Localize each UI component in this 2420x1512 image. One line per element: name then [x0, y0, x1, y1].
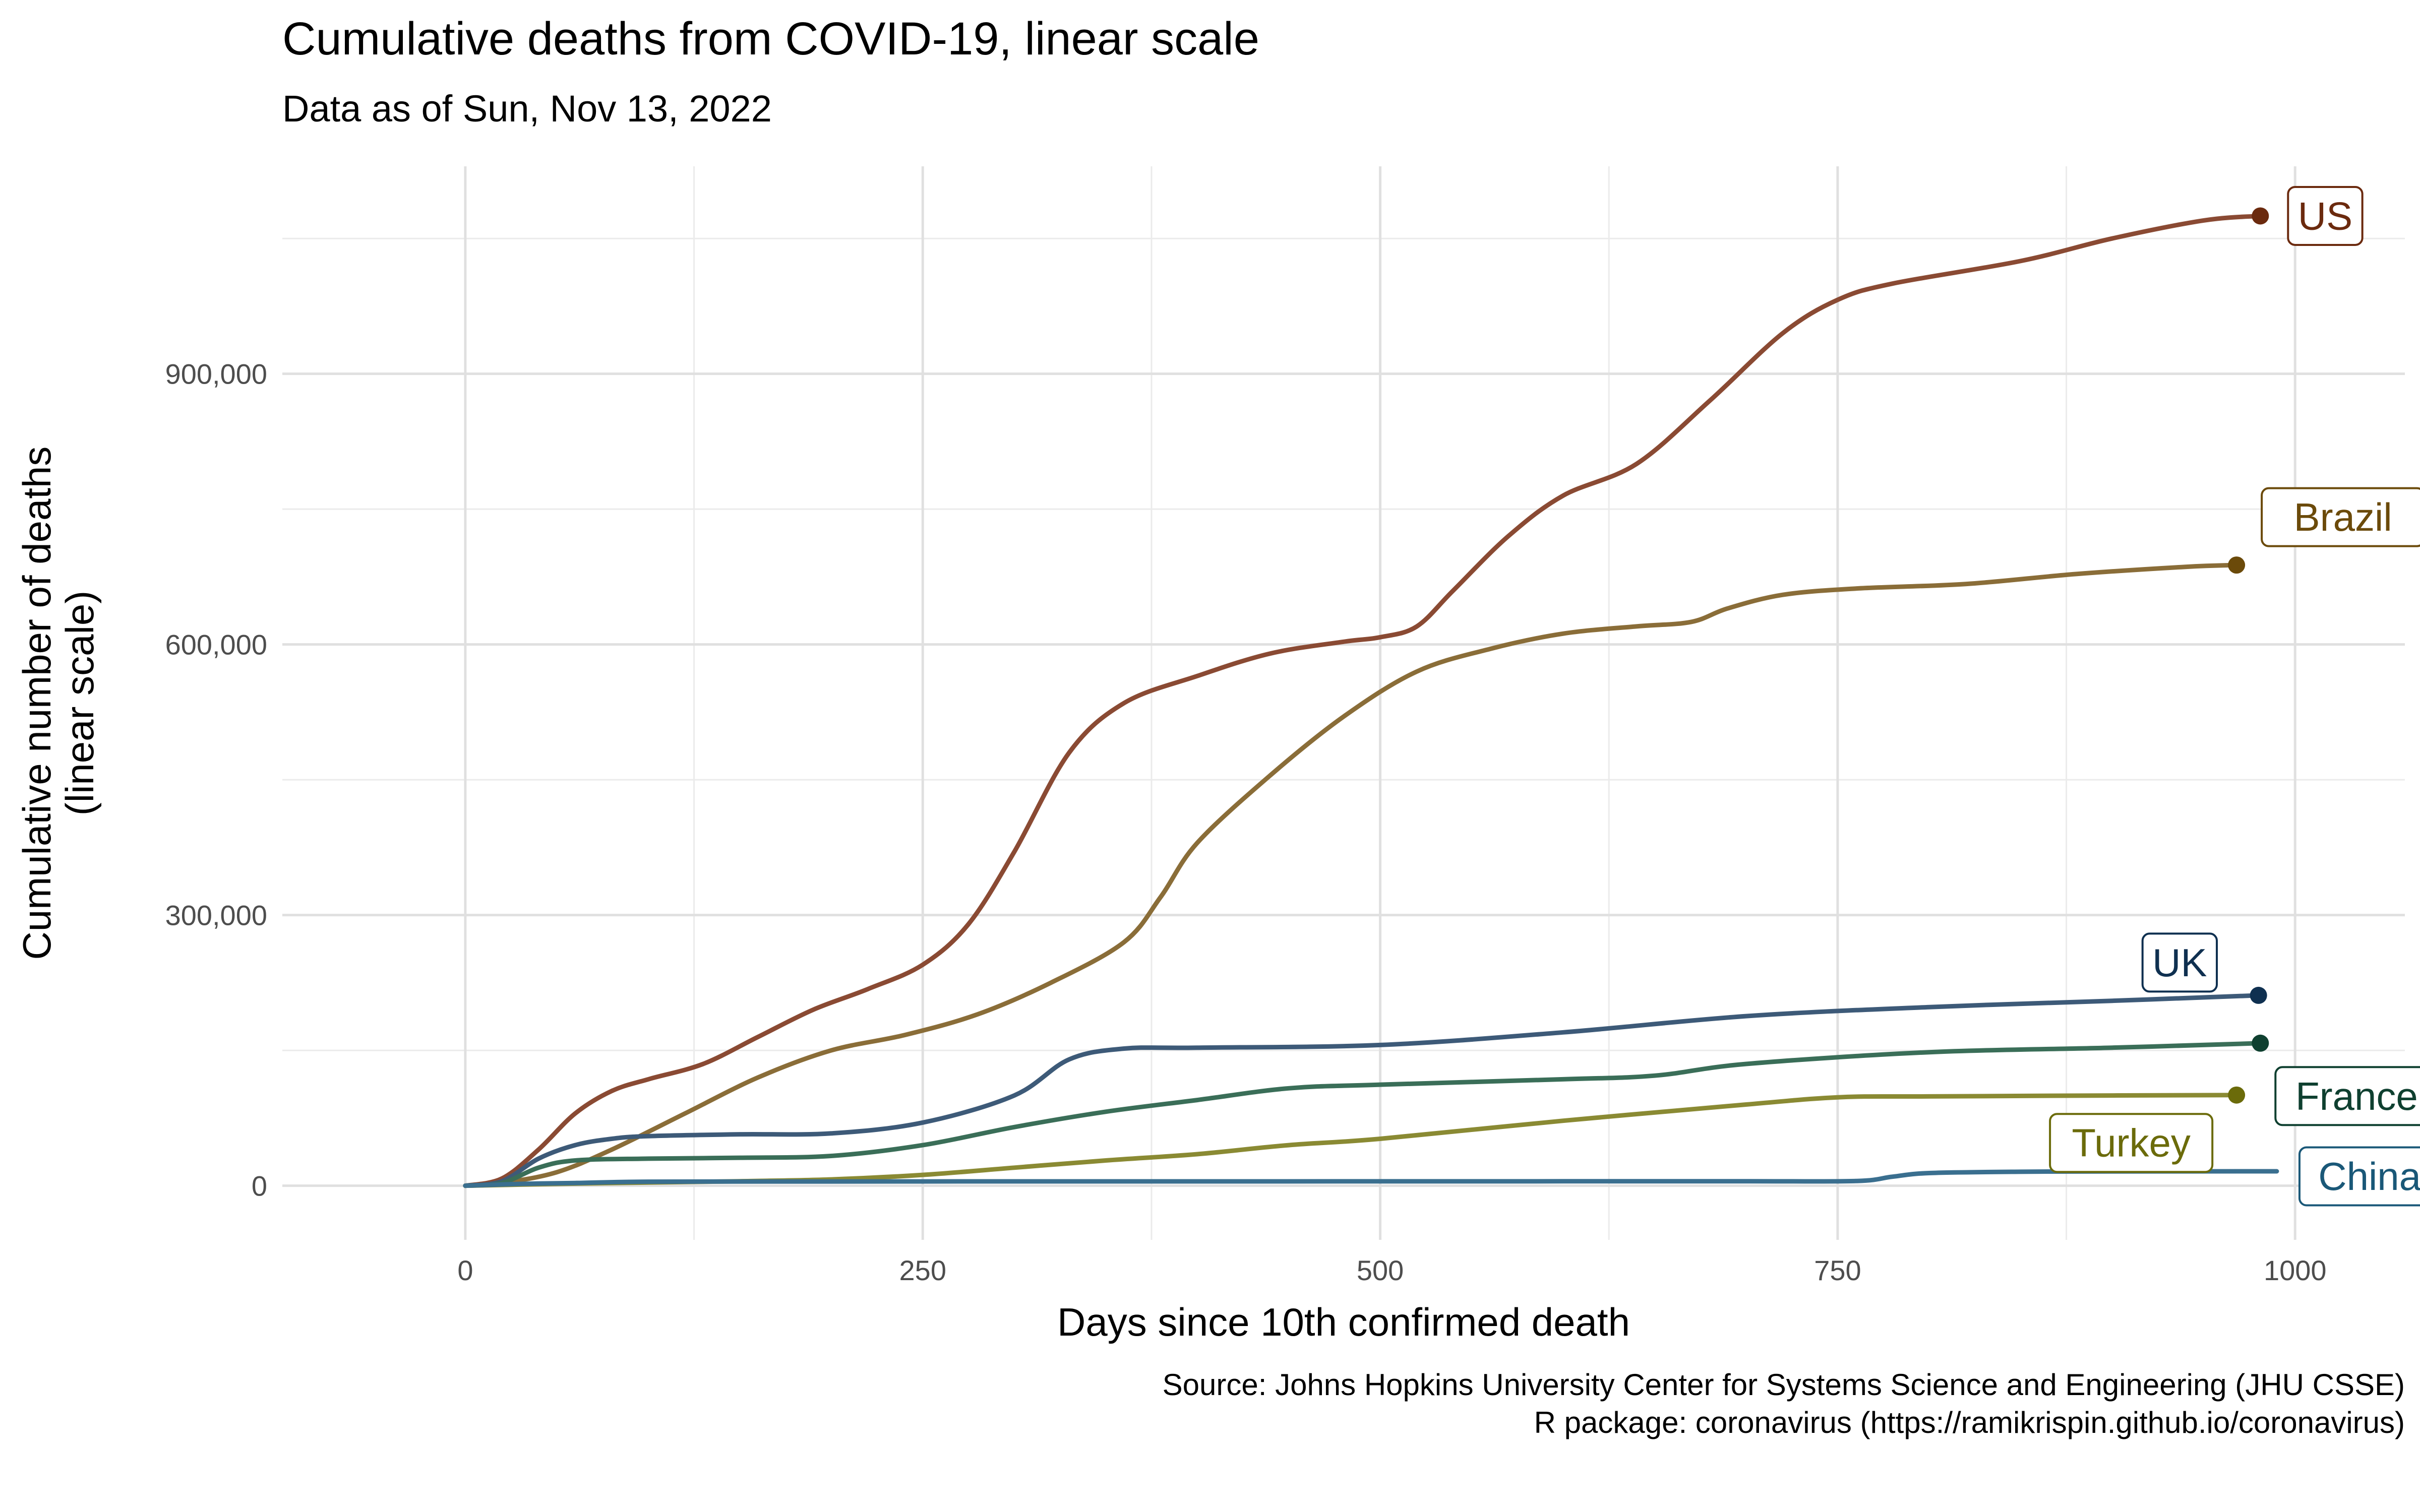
series-line-uk — [463, 993, 2261, 1188]
series-endpoint-turkey — [2228, 1086, 2246, 1104]
series-label-box-turkey — [2049, 1113, 2214, 1173]
y-axis-title-line: (linear scale) — [57, 591, 102, 815]
series-endpoint-uk — [2250, 986, 2267, 1004]
series-label-box-brazil — [2261, 487, 2420, 547]
tick-labels: 0 250 500 750 1000 0 300,000 600,000 900,000 — [165, 358, 2327, 1286]
y-tick-label: 900,000 — [165, 358, 267, 390]
y-tick-label: 0 — [252, 1170, 267, 1202]
x-axis-title: Days since 10th confirmed death — [1057, 1300, 1630, 1344]
series-endpoint-brazil — [2228, 556, 2246, 574]
chart-title: Cumulative deaths from COVID-19, linear … — [282, 13, 1259, 65]
x-tick-label: 1000 — [2264, 1254, 2327, 1286]
series-label-box-uk — [2141, 932, 2218, 993]
series-line-france — [463, 1041, 2263, 1188]
grid — [282, 166, 2405, 1240]
series-labels: US Brazil UK France Turkey China — [2049, 185, 2420, 1207]
x-tick-label: 0 — [457, 1254, 473, 1286]
caption-line: R package: coronavirus (https://ramikris… — [1534, 1406, 2405, 1439]
series-line-brazil — [463, 562, 2239, 1188]
y-tick-label: 600,000 — [165, 629, 267, 661]
chart-caption: Source: Johns Hopkins University Center … — [1163, 1366, 2405, 1441]
series-lines — [463, 207, 2279, 1188]
x-tick-label: 750 — [1814, 1254, 1861, 1286]
series-label-brazil: Brazil — [2294, 495, 2392, 539]
series-label-us: US — [2298, 194, 2352, 238]
series-label-box-us — [2287, 185, 2364, 246]
series-line-china — [463, 1169, 2279, 1188]
series-endpoint-us — [2252, 207, 2269, 225]
series-label-box-china — [2298, 1146, 2420, 1207]
caption-line: Source: Johns Hopkins University Center … — [1162, 1368, 2405, 1402]
series-endpoint-france — [2252, 1034, 2269, 1052]
series-label-turkey: Turkey — [2072, 1121, 2191, 1165]
series-label-france: France — [2295, 1074, 2418, 1118]
chart-subtitle: Data as of Sun, Nov 13, 2022 — [282, 88, 772, 130]
y-tick-label: 300,000 — [165, 900, 267, 931]
y-axis-title: Cumulative number of deaths(linear scale… — [15, 447, 102, 960]
x-tick-label: 250 — [899, 1254, 946, 1286]
x-tick-label: 500 — [1357, 1254, 1404, 1286]
series-label-box-france — [2274, 1066, 2420, 1126]
series-label-china: China — [2318, 1154, 2420, 1199]
series-line-us — [463, 213, 2263, 1188]
series-label-uk: UK — [2152, 940, 2207, 985]
y-axis-title-line: Cumulative number of deaths — [15, 447, 59, 960]
